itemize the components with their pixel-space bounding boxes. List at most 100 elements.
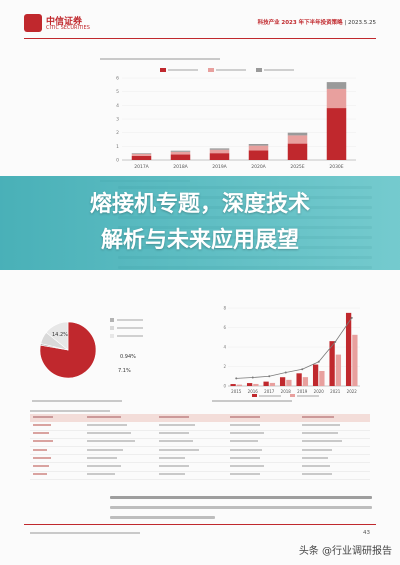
bar bbox=[287, 135, 308, 144]
pie-slice bbox=[39, 321, 97, 379]
table-cell bbox=[30, 430, 85, 439]
y-tick-label: 5 bbox=[116, 89, 119, 95]
table-cell bbox=[84, 471, 156, 480]
legend-label bbox=[117, 319, 143, 321]
legend-swatch bbox=[252, 394, 257, 397]
table-row bbox=[30, 462, 370, 472]
table-cell bbox=[84, 446, 156, 456]
bar bbox=[287, 143, 308, 160]
bar bbox=[131, 153, 152, 154]
line-point bbox=[284, 371, 287, 374]
table-cell bbox=[84, 422, 156, 431]
report-prefix: 科技产业 bbox=[257, 20, 280, 26]
y-tick-label: 8 bbox=[223, 306, 226, 311]
bar bbox=[345, 312, 352, 386]
x-tick-label: 2030E bbox=[329, 164, 343, 170]
x-tick-label: 2018A bbox=[173, 164, 188, 170]
y-tick-label: 6 bbox=[223, 325, 226, 330]
figure1-caption bbox=[100, 56, 220, 62]
table-caption bbox=[30, 408, 110, 414]
table-cell bbox=[30, 422, 85, 431]
bar bbox=[170, 154, 191, 160]
line-point bbox=[268, 375, 271, 378]
bar bbox=[312, 364, 319, 386]
table-row bbox=[30, 438, 370, 448]
legend-label bbox=[216, 69, 246, 71]
footer-divider bbox=[24, 524, 376, 525]
bar bbox=[319, 370, 325, 386]
table-cell bbox=[227, 422, 299, 431]
y-tick-label: 1 bbox=[116, 144, 119, 150]
line-point bbox=[235, 377, 238, 380]
table-cell bbox=[227, 438, 299, 448]
table-header-cell bbox=[298, 414, 370, 422]
bar bbox=[209, 149, 230, 154]
table-cell bbox=[227, 454, 299, 464]
bar bbox=[335, 354, 342, 386]
bar bbox=[236, 384, 243, 386]
table-row bbox=[30, 422, 370, 431]
x-tick-label: 2020 bbox=[314, 389, 325, 394]
bar bbox=[248, 144, 269, 146]
overlay-title-line1: 熔接机专题，深度技术 bbox=[89, 192, 310, 217]
pie-slice bbox=[45, 321, 69, 351]
bar bbox=[287, 132, 308, 136]
company-name-en: CITIC SECURITIES bbox=[46, 25, 90, 31]
table-cell bbox=[84, 454, 156, 464]
bar bbox=[329, 341, 335, 386]
bar bbox=[326, 82, 347, 89]
bar bbox=[326, 88, 347, 109]
table-header-cell bbox=[227, 414, 299, 422]
table-cell bbox=[84, 430, 156, 439]
report-meta: 科技产业 2023 年下半年投资策略 | 2023.5.25 bbox=[257, 20, 376, 26]
legend-label bbox=[264, 69, 294, 71]
bar bbox=[248, 145, 269, 151]
report-title: 2023 年下半年投资策略 bbox=[281, 20, 343, 26]
bar bbox=[209, 148, 230, 150]
figure3-bar-line-chart: 0 2 4 6 8 2015 2016 2017 2018 2019 2020 2021 2022 bbox=[223, 306, 360, 397]
table-row bbox=[30, 471, 370, 480]
figure2-pie-chart: 0.94% 7.1% 14.2% bbox=[39, 318, 143, 379]
legend-swatch bbox=[110, 334, 114, 338]
table-cell bbox=[30, 462, 85, 472]
table-cell bbox=[30, 438, 85, 448]
x-tick-label: 2020A bbox=[251, 164, 266, 170]
series-line bbox=[236, 317, 353, 379]
table-cell bbox=[227, 446, 299, 456]
legend-label bbox=[117, 335, 143, 337]
table-cell bbox=[30, 446, 85, 456]
y-tick-label: 2 bbox=[223, 364, 226, 369]
bar bbox=[170, 150, 191, 152]
pie-label: 0.94% bbox=[120, 354, 136, 360]
table-header-cell bbox=[155, 414, 228, 422]
table-row bbox=[30, 430, 370, 439]
table-header-cell bbox=[30, 414, 85, 422]
table-cell bbox=[30, 454, 85, 464]
bar bbox=[246, 383, 253, 386]
table-cell bbox=[155, 446, 228, 456]
table-cell bbox=[84, 462, 156, 472]
line-point bbox=[350, 316, 353, 319]
body-paragraph-2 bbox=[110, 496, 372, 526]
x-tick-label: 2016 bbox=[248, 389, 259, 394]
bar bbox=[352, 334, 358, 386]
comparison-table bbox=[30, 414, 370, 480]
bar bbox=[302, 377, 309, 386]
y-tick-label: 0 bbox=[223, 384, 226, 389]
legend-label bbox=[259, 395, 281, 397]
legend-swatch bbox=[290, 394, 295, 397]
y-tick-label: 6 bbox=[116, 76, 119, 82]
table-cell bbox=[155, 422, 228, 431]
y-tick-label: 4 bbox=[116, 103, 119, 109]
table-cell bbox=[227, 430, 299, 439]
table-cell bbox=[298, 430, 370, 439]
report-date: 2023.5.25 bbox=[348, 20, 376, 26]
x-tick-label: 2017A bbox=[134, 164, 149, 170]
footer-disclaimer bbox=[30, 530, 140, 536]
bar bbox=[253, 383, 259, 386]
legend-swatch bbox=[256, 68, 262, 72]
bar bbox=[269, 382, 276, 386]
table-cell bbox=[298, 446, 370, 456]
bar bbox=[131, 153, 152, 156]
y-tick-label: 4 bbox=[223, 345, 226, 350]
